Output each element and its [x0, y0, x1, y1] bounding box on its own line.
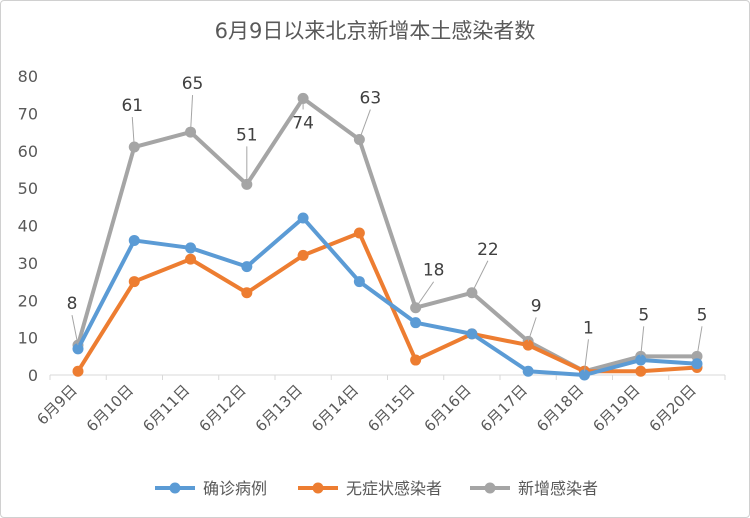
data-point	[635, 365, 647, 377]
data-label: 1	[583, 318, 594, 338]
data-point	[72, 365, 84, 377]
data-point	[578, 369, 590, 381]
data-label: 65	[182, 74, 204, 94]
data-label: 8	[67, 294, 78, 314]
data-label: 9	[531, 296, 542, 316]
x-tick-label: 6月16日	[421, 381, 475, 435]
data-point	[128, 276, 140, 288]
data-label-leader	[358, 109, 371, 140]
legend: 确诊病例 无症状感染者 新增感染者	[155, 479, 598, 498]
data-point	[410, 354, 422, 366]
x-tick-label: 6月9日	[33, 381, 80, 428]
y-tick-label: 60	[18, 142, 38, 161]
data-label: 61	[121, 96, 143, 116]
data-point	[72, 343, 84, 355]
data-label-leader	[71, 315, 79, 346]
y-tick-label: 50	[18, 179, 38, 198]
x-tick-label: 6月13日	[252, 381, 306, 435]
data-point	[353, 227, 365, 239]
legend-swatch-marker	[484, 482, 496, 494]
data-point	[241, 261, 253, 273]
data-label: 5	[697, 305, 708, 325]
x-tick-label: 6月17日	[477, 381, 531, 435]
data-label: 22	[477, 240, 499, 260]
data-label: 63	[360, 89, 382, 109]
y-tick-label: 10	[18, 329, 38, 348]
y-tick-label: 20	[18, 291, 38, 310]
data-label-leader	[471, 260, 489, 293]
chart-title: 6月9日以来北京新增本土感染者数	[215, 19, 536, 43]
data-point	[522, 365, 534, 377]
x-tick-label: 6月20日	[646, 381, 700, 435]
legend-label: 确诊病例	[203, 479, 267, 498]
y-tick-label: 80	[18, 67, 38, 86]
data-label: 18	[423, 261, 445, 281]
x-tick-label: 6月12日	[195, 381, 249, 435]
x-tick-label: 6月19日	[589, 381, 643, 435]
data-label: 74	[292, 113, 314, 133]
x-tick-label: 6月11日	[139, 381, 193, 435]
legend-label: 无症状感染者	[346, 479, 442, 498]
series-line-0	[76, 216, 699, 377]
series-line-2	[76, 96, 699, 374]
data-point	[128, 234, 140, 246]
data-point	[241, 287, 253, 299]
data-label-leader	[415, 281, 435, 309]
data-point	[466, 328, 478, 340]
data-point	[297, 249, 309, 261]
legend-swatch-marker	[312, 482, 324, 494]
data-point	[297, 212, 309, 224]
x-tick-label: 6月14日	[308, 381, 362, 435]
y-tick-label: 0	[28, 366, 38, 385]
data-label-leader	[696, 326, 703, 357]
data-point	[522, 339, 534, 351]
x-tick-label: 6月18日	[533, 381, 587, 435]
y-axis: 0 10 20 30 40 50 60 70 80	[18, 67, 38, 385]
x-tick-label: 6月10日	[83, 381, 137, 435]
legend-label: 新增感染者	[518, 479, 598, 498]
data-label: 51	[236, 125, 258, 145]
y-tick-label: 40	[18, 217, 38, 236]
y-tick-label: 30	[18, 254, 38, 273]
data-point	[635, 354, 647, 366]
x-tick-label: 6月15日	[364, 381, 418, 435]
data-point	[185, 253, 197, 265]
data-point	[185, 242, 197, 254]
x-axis: 6月9日 6月10日 6月11日 6月12日 6月13日 6月14日 6月15日 6月16日 6…	[33, 374, 726, 435]
data-label: 5	[638, 305, 649, 325]
legend-swatch-marker	[169, 482, 181, 494]
series-layer	[72, 92, 703, 381]
data-label-leader	[640, 326, 645, 357]
data-label-leader	[131, 116, 135, 148]
y-tick-label: 70	[18, 104, 38, 123]
data-point	[353, 276, 365, 288]
data-labels: 8 61 65 51 74 63 18 22 9 1 5 5	[67, 74, 708, 372]
data-point	[410, 317, 422, 329]
data-label-leader	[583, 339, 589, 372]
data-point	[691, 358, 703, 370]
data-label-leader	[190, 95, 194, 133]
data-label-leader	[527, 317, 537, 342]
